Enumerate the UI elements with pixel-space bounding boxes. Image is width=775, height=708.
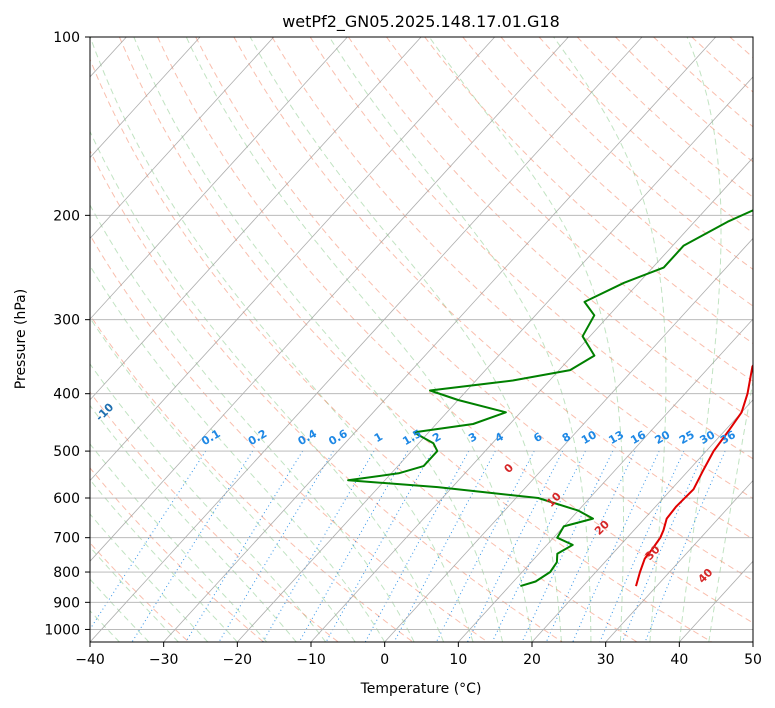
moist-adiabat <box>90 317 356 642</box>
dry-adiabat <box>90 467 264 642</box>
isotherm <box>458 318 753 642</box>
temperature-line <box>635 363 753 587</box>
dry-adiabat <box>462 37 753 307</box>
dry-adiabat <box>157 37 753 624</box>
plot-frame <box>89 36 754 643</box>
profile-lines <box>347 209 753 588</box>
dry-adiabat <box>90 58 638 642</box>
moist-adiabat <box>90 404 297 642</box>
dry-adiabat <box>309 37 753 460</box>
y-tick-label: 100 <box>53 30 80 46</box>
dry-adiabat <box>347 37 753 421</box>
mixing-ratio-line <box>491 450 586 642</box>
dry-adiabat <box>118 37 712 642</box>
y-tick-label: 1000 <box>44 622 80 638</box>
x-axis-label: Temperature (°C) <box>360 681 482 697</box>
mixing-ratio-line <box>545 450 636 642</box>
dry-adiabat <box>233 37 753 540</box>
y-tick-label: 700 <box>53 531 80 547</box>
moist-adiabat <box>90 130 445 642</box>
isotherm <box>90 37 422 401</box>
y-tick-label: 500 <box>53 444 80 460</box>
moist-adiabat <box>90 264 386 642</box>
dry-adiabat <box>90 234 488 642</box>
plot-background <box>90 37 753 642</box>
x-tick-label: −20 <box>223 652 253 668</box>
mixing-ratio-line <box>185 450 304 642</box>
y-tick-label: 300 <box>53 313 80 329</box>
x-axis: −40 −30 −20 −10 0 10 20 30 40 50 <box>75 642 762 668</box>
x-tick-label: 40 <box>670 652 688 668</box>
dry-adiabat <box>768 37 775 642</box>
isotherm <box>310 157 753 642</box>
isotherm <box>752 641 753 642</box>
mixing-ratio-line <box>298 450 409 642</box>
isotherms <box>90 37 753 642</box>
dewpoint-line <box>347 209 753 588</box>
moist-adiabat <box>328 37 592 642</box>
isotherm <box>605 479 753 642</box>
isotherm <box>384 237 753 642</box>
y-axis: 100 200 300 400 500 600 700 800 900 1000 <box>44 30 90 638</box>
moist-adiabat <box>90 204 415 642</box>
moist-adiabat <box>553 37 667 642</box>
moist-adiabat <box>428 37 624 642</box>
moist-adiabats <box>90 37 753 642</box>
x-tick-label: −30 <box>149 652 179 668</box>
mixing-ratio-line <box>572 450 660 642</box>
isotherm <box>163 37 717 642</box>
y-tick-label: 800 <box>53 565 80 581</box>
mixing-ratio-line <box>467 450 564 642</box>
x-tick-label: 30 <box>597 652 615 668</box>
moist-adiabat <box>90 37 474 642</box>
dry-adiabat <box>195 37 753 582</box>
isotherm <box>531 399 753 642</box>
dry-adiabat <box>271 37 753 500</box>
y-tick-label: 200 <box>53 208 80 224</box>
moist-adiabat <box>678 37 722 642</box>
isotherm <box>90 37 348 320</box>
isotherm <box>90 37 275 239</box>
isobars <box>90 37 753 630</box>
plot-area <box>90 37 775 642</box>
x-tick-label: 50 <box>744 652 762 668</box>
x-tick-label: 0 <box>380 652 389 668</box>
y-tick-label: 900 <box>53 595 80 611</box>
chart-title: wetPf2_GN05.2025.148.17.01.G18 <box>282 12 560 32</box>
mixing-ratio-line <box>364 450 470 642</box>
x-tick-label: 10 <box>449 652 467 668</box>
x-tick-label: −10 <box>296 652 326 668</box>
x-tick-label: −40 <box>75 652 105 668</box>
isotherm <box>90 37 569 562</box>
moist-adiabat <box>90 363 327 642</box>
isotherm <box>90 37 201 159</box>
dry-adiabat <box>90 149 563 642</box>
isotherm <box>90 37 496 482</box>
moist-adiabat <box>249 37 562 642</box>
mixing-ratio-line <box>521 450 614 642</box>
moist-adiabat <box>133 37 503 642</box>
moist-adiabat <box>185 37 533 642</box>
y-axis-label: Pressure (hPa) <box>13 289 29 389</box>
y-tick-label: 600 <box>53 491 80 507</box>
x-tick-label: 20 <box>523 652 541 668</box>
isotherm <box>237 76 753 642</box>
y-tick-label: 400 <box>53 387 80 403</box>
isotherm <box>90 37 643 642</box>
moist-adiabat <box>708 378 753 642</box>
